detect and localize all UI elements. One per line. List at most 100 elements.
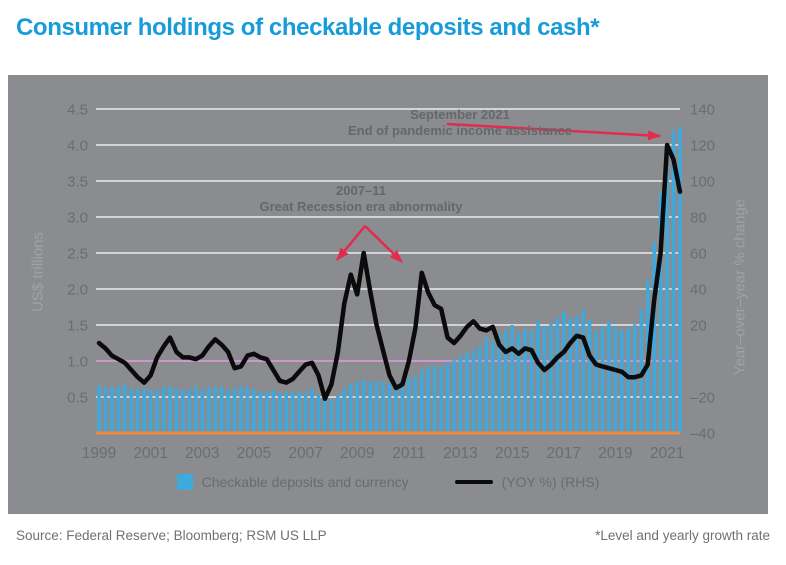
x-axis-tick: 2011	[392, 445, 425, 462]
axis-ticks-group: 4.5 4.0 3.5 3.0 2.5 2.0 1.5 1.0 0.5 140 120 100 80 60…	[67, 102, 715, 463]
bar	[620, 330, 624, 433]
bar-series-swatch	[176, 474, 193, 490]
bar	[555, 317, 560, 433]
bar	[168, 386, 172, 433]
bar	[665, 165, 669, 433]
bar	[536, 321, 540, 433]
right-axis-tick: 60	[690, 246, 707, 263]
bar	[523, 328, 527, 433]
bar	[407, 378, 411, 433]
bar	[394, 383, 398, 433]
bar	[252, 389, 256, 433]
bar	[568, 318, 573, 433]
bar	[303, 392, 308, 433]
annotation-arrow	[364, 225, 403, 263]
left-axis-title: US$ trillions	[29, 231, 47, 313]
chart-panel: 4.5 4.0 3.5 3.0 2.5 2.0 1.5 1.0 0.5 140 120 100 80 60…	[8, 75, 768, 514]
bar	[465, 353, 469, 433]
bar	[194, 386, 198, 433]
x-axis-tick: 2019	[598, 445, 632, 462]
right-axis-tick: 140	[690, 102, 715, 119]
bar	[290, 391, 295, 433]
right-axis-tick: 100	[690, 174, 715, 191]
bar	[594, 331, 598, 433]
x-axis-tick: 2015	[495, 445, 529, 462]
bar	[265, 391, 269, 433]
footer-note: *Level and yearly growth rate	[595, 528, 770, 543]
annotation-september-2021: September 2021 End of pandemic income as…	[290, 107, 630, 139]
yoy-line	[96, 142, 683, 402]
bar	[206, 386, 211, 433]
bar	[387, 383, 392, 433]
bar	[187, 389, 192, 433]
bar	[97, 385, 101, 433]
bar	[581, 309, 585, 433]
bar	[361, 379, 366, 433]
bar	[239, 386, 243, 433]
bar	[658, 193, 663, 433]
x-axis-tick: 2007	[288, 445, 322, 462]
x-axis-tick: 2021	[650, 445, 684, 462]
left-axis-tick: 3.5	[67, 174, 88, 191]
bar	[574, 316, 579, 433]
bar	[503, 330, 508, 433]
bar	[323, 399, 327, 433]
chart-svg: 4.5 4.0 3.5 3.0 2.5 2.0 1.5 1.0 0.5 140 120 100 80 60…	[67, 102, 715, 463]
bar	[329, 398, 334, 433]
bar	[471, 350, 476, 433]
x-axis-tick: 1999	[82, 445, 116, 462]
annotation-great-recession-line1: 2007–11	[336, 183, 386, 198]
left-axis-tick: 3.0	[67, 210, 88, 227]
bar	[129, 388, 134, 433]
annotation-arrow	[446, 122, 661, 141]
bar	[155, 390, 159, 433]
bar	[181, 389, 185, 433]
left-axis-tick: 1.0	[67, 354, 88, 371]
annotation-great-recession-line2: Great Recession era abnormality	[259, 199, 463, 214]
bar	[510, 325, 514, 433]
annotation-great-recession: 2007–11 Great Recession era abnormality	[211, 183, 511, 215]
bar	[342, 388, 347, 433]
right-axis-tick: 80	[690, 210, 707, 227]
right-axis-tick: 40	[690, 282, 707, 299]
bar	[400, 379, 405, 433]
bar	[219, 386, 224, 433]
bar	[452, 360, 456, 433]
bar	[445, 363, 450, 433]
bar	[562, 312, 566, 433]
bar	[355, 381, 360, 433]
bar	[200, 389, 205, 433]
bar	[135, 389, 140, 433]
annotation-arrows-group	[336, 122, 661, 263]
bar	[161, 386, 166, 433]
legend-line-label: (YOY %) (RHS)	[501, 474, 600, 490]
bar	[297, 391, 301, 433]
bar	[484, 337, 489, 433]
bar	[226, 389, 230, 433]
bar	[123, 384, 127, 433]
legend-item-line: (YOY %) (RHS)	[454, 474, 600, 490]
bar	[626, 328, 631, 433]
bar	[413, 376, 418, 433]
bar	[245, 386, 250, 433]
right-axis-tick: 20	[690, 318, 707, 335]
annotation-september-2021-line1: September 2021	[410, 107, 510, 122]
left-axis-tick: 0.5	[67, 390, 88, 407]
bar	[613, 326, 618, 433]
page-title: Consumer holdings of checkable deposits …	[16, 14, 600, 41]
x-axis-tick: 2017	[547, 445, 581, 462]
x-axis-tick: 2005	[237, 445, 271, 462]
bar	[258, 391, 263, 433]
bar	[110, 386, 114, 433]
footer-source: Source: Federal Reserve; Bloomberg; RSM …	[16, 528, 327, 543]
x-axis-tick: 2013	[443, 445, 477, 462]
bar	[529, 330, 534, 433]
yoy-line-group	[96, 142, 683, 402]
left-axis-tick: 4.0	[67, 138, 88, 155]
bar	[148, 389, 153, 433]
line-series-swatch	[454, 480, 493, 484]
x-axis-tick: 2003	[185, 445, 219, 462]
bar	[587, 319, 592, 433]
bar	[271, 389, 276, 433]
